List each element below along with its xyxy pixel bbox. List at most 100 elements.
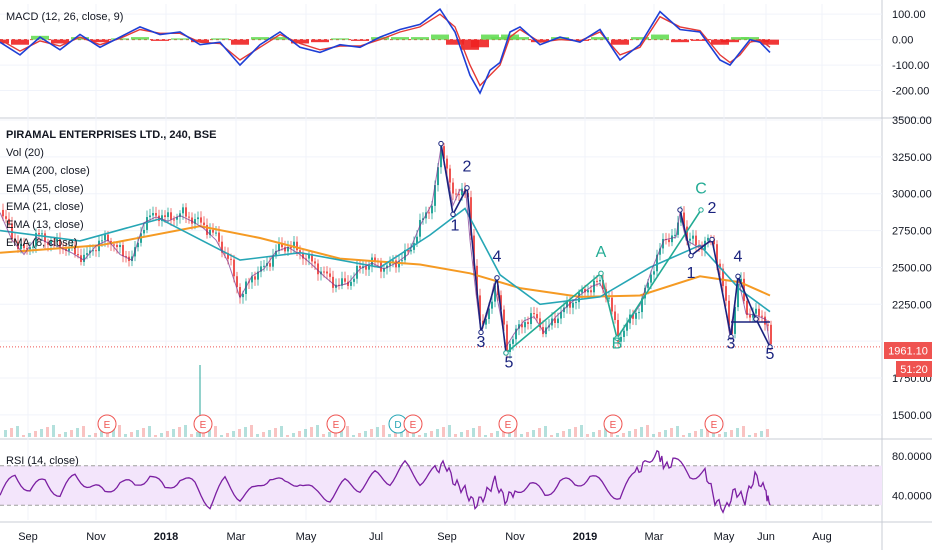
candle-body (170, 212, 172, 220)
volume-bar (640, 427, 643, 437)
earnings-marker[interactable] (704, 414, 724, 434)
candle-body (293, 241, 295, 249)
candle-body (212, 229, 214, 233)
candle-body (290, 247, 292, 249)
candle-body (20, 243, 22, 249)
price-axis[interactable]: 100.00 0.00 -100.00 -200.00 3500.00 3250.00 30… (892, 9, 932, 502)
candle-body (473, 235, 475, 266)
marker-letter: E (505, 420, 512, 431)
candle-body (764, 316, 766, 325)
x-tick-label: 2019 (573, 531, 597, 543)
macd-histogram-bar (71, 37, 89, 40)
candle-body (74, 245, 76, 255)
candle-body (404, 249, 406, 261)
candle-body (272, 255, 274, 267)
wave-pivot-point (450, 211, 456, 218)
earnings-marker[interactable] (498, 414, 518, 434)
volume-bar (586, 434, 589, 437)
volume-bar (58, 434, 61, 437)
candle-body (392, 260, 394, 262)
earnings-marker[interactable] (97, 414, 117, 434)
wave-label: 5 (505, 355, 514, 372)
earnings-marker[interactable] (603, 414, 623, 434)
volume-bar (526, 432, 529, 437)
countdown-badge (896, 361, 932, 377)
volume-bar (94, 433, 97, 437)
earnings-marker[interactable] (403, 414, 423, 434)
time-axis[interactable]: Sep Nov 2018 Mar May Jul Sep Nov 2019 Mar May Jun Au… (18, 531, 832, 543)
volume-bar (298, 431, 301, 437)
volume-bar (520, 434, 523, 437)
candle-body (668, 239, 670, 243)
candle-body (692, 235, 694, 239)
marker-letter: E (200, 420, 207, 431)
candle-body (536, 314, 538, 319)
macd-histogram-bar (91, 39, 109, 43)
macd-y-tick-label: 100.00 (892, 9, 926, 21)
volume-bar (16, 426, 19, 437)
candle-body (281, 243, 283, 248)
volume-bar (10, 428, 13, 437)
volume-bar (628, 431, 631, 437)
x-tick-label: May (714, 531, 735, 543)
wave-pivot-point (753, 316, 759, 322)
indicator-label-ema8: EMA (8, close) (6, 237, 78, 249)
candle-body (590, 290, 592, 293)
macd-histogram-bar (291, 39, 309, 44)
candle-body (575, 302, 577, 304)
marker-letter: D (394, 420, 401, 431)
candle-body (11, 223, 13, 239)
candle-body (314, 261, 316, 264)
earnings-marker[interactable] (326, 414, 346, 434)
volume-bar (682, 435, 685, 437)
candle-body (263, 265, 265, 267)
price-y-tick-label: 2500.00 (892, 262, 932, 274)
candle-body (164, 215, 166, 217)
candle-body (230, 258, 232, 260)
rsi-pane[interactable] (0, 449, 882, 514)
candle-body (368, 265, 370, 270)
candle-body (737, 283, 739, 308)
candle-body (626, 323, 628, 331)
volume-bar (730, 430, 733, 437)
x-tick-label: Jul (369, 531, 383, 543)
macd-histogram-bar (551, 37, 569, 40)
macd-histogram-bar (351, 39, 369, 41)
candle-body (593, 280, 595, 293)
macd-histogram-bar (231, 39, 249, 45)
volume-bar (418, 435, 421, 437)
marker-letter: E (711, 420, 718, 431)
candle-body (56, 237, 58, 242)
candle-body (167, 212, 169, 217)
macd-histogram-bar (511, 37, 529, 40)
candle-body (236, 276, 238, 288)
candle-body (47, 242, 49, 245)
indicator-label-ema21: EMA (21, close) (6, 201, 84, 213)
wave-label: 2 (708, 200, 717, 217)
candle-body (161, 215, 163, 222)
candle-body (752, 313, 754, 318)
candle-body (539, 318, 541, 328)
wave-pivot-point (598, 270, 604, 277)
candle-body (509, 343, 511, 353)
wave-label: 3 (477, 334, 486, 351)
price-y-tick-label: 3500.00 (892, 115, 932, 127)
candle-body (35, 233, 37, 247)
macd-pane[interactable] (0, 7, 779, 95)
candle-body (350, 281, 352, 286)
volume-bar (370, 429, 373, 437)
earnings-marker[interactable] (193, 414, 213, 434)
candle-body (260, 266, 262, 272)
volume-bar (400, 430, 403, 437)
candle-body (323, 271, 325, 273)
volume-bar (736, 428, 739, 437)
volume-bar (424, 433, 427, 437)
wave-pivot-point (735, 273, 741, 279)
candle-body (446, 158, 448, 169)
macd-histogram-bar (371, 37, 389, 40)
volume-bar (646, 425, 649, 437)
candle-body (734, 307, 736, 334)
